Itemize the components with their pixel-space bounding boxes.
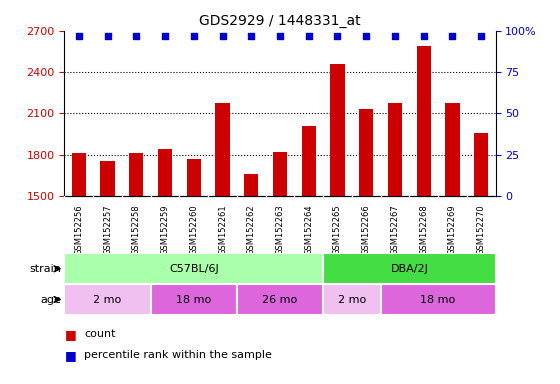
Text: GSM152265: GSM152265 bbox=[333, 204, 342, 255]
Bar bbox=[186, 159, 201, 196]
Text: 26 mo: 26 mo bbox=[263, 295, 297, 305]
Point bbox=[103, 33, 112, 39]
Point bbox=[304, 33, 313, 39]
Bar bbox=[129, 153, 143, 196]
Point bbox=[477, 33, 486, 39]
Text: percentile rank within the sample: percentile rank within the sample bbox=[84, 350, 272, 360]
Text: 2 mo: 2 mo bbox=[94, 295, 122, 305]
Text: GSM152261: GSM152261 bbox=[218, 204, 227, 255]
Bar bbox=[273, 152, 287, 196]
Bar bbox=[237, 284, 323, 315]
Point bbox=[132, 33, 141, 39]
Text: GSM152258: GSM152258 bbox=[132, 204, 141, 255]
Text: ■: ■ bbox=[64, 328, 76, 341]
Bar bbox=[302, 126, 316, 196]
Bar bbox=[330, 64, 345, 196]
Point bbox=[189, 33, 198, 39]
Text: GSM152267: GSM152267 bbox=[390, 204, 399, 255]
Title: GDS2929 / 1448331_at: GDS2929 / 1448331_at bbox=[199, 14, 361, 28]
Bar bbox=[64, 253, 323, 284]
Text: 18 mo: 18 mo bbox=[421, 295, 456, 305]
Bar bbox=[381, 284, 496, 315]
Bar bbox=[445, 103, 460, 196]
Bar bbox=[323, 284, 381, 315]
Point bbox=[390, 33, 399, 39]
Text: GSM152270: GSM152270 bbox=[477, 204, 486, 255]
Bar bbox=[474, 132, 488, 196]
Bar bbox=[359, 109, 374, 196]
Bar bbox=[158, 149, 172, 196]
Bar bbox=[64, 284, 151, 315]
Text: GSM152264: GSM152264 bbox=[304, 204, 313, 255]
Text: 18 mo: 18 mo bbox=[176, 295, 211, 305]
Bar bbox=[244, 174, 259, 196]
Text: ■: ■ bbox=[64, 349, 76, 362]
Point bbox=[218, 33, 227, 39]
Text: 2 mo: 2 mo bbox=[338, 295, 366, 305]
Point bbox=[74, 33, 83, 39]
Text: C57BL/6J: C57BL/6J bbox=[169, 264, 218, 274]
Text: GSM152256: GSM152256 bbox=[74, 204, 83, 255]
Text: count: count bbox=[84, 329, 115, 339]
Bar bbox=[215, 103, 230, 196]
Text: age: age bbox=[41, 295, 62, 305]
Bar bbox=[72, 153, 86, 196]
Point bbox=[161, 33, 170, 39]
Text: GSM152263: GSM152263 bbox=[276, 204, 284, 255]
Point bbox=[276, 33, 284, 39]
Bar bbox=[323, 253, 496, 284]
Point bbox=[362, 33, 371, 39]
Text: GSM152259: GSM152259 bbox=[161, 204, 170, 255]
Point bbox=[247, 33, 256, 39]
Text: GSM152269: GSM152269 bbox=[448, 204, 457, 255]
Text: GSM152257: GSM152257 bbox=[103, 204, 112, 255]
Point bbox=[333, 33, 342, 39]
Bar bbox=[100, 161, 115, 196]
Text: DBA/2J: DBA/2J bbox=[390, 264, 428, 274]
Point bbox=[419, 33, 428, 39]
Text: strain: strain bbox=[30, 264, 62, 274]
Text: GSM152260: GSM152260 bbox=[189, 204, 198, 255]
Text: GSM152262: GSM152262 bbox=[247, 204, 256, 255]
Bar bbox=[388, 103, 402, 196]
Bar bbox=[417, 46, 431, 196]
Bar bbox=[151, 284, 237, 315]
Point bbox=[448, 33, 457, 39]
Text: GSM152266: GSM152266 bbox=[362, 204, 371, 255]
Text: GSM152268: GSM152268 bbox=[419, 204, 428, 255]
